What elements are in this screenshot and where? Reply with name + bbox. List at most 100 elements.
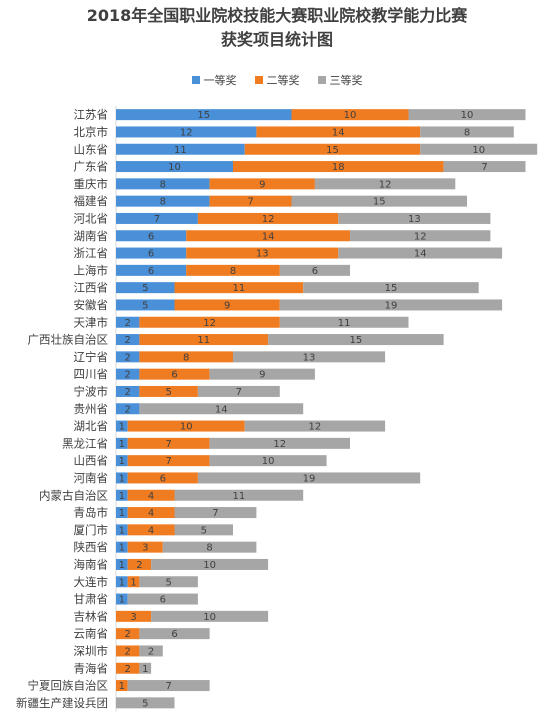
bar-segment-second [127,455,210,467]
bar-segment-third [338,247,503,259]
data-label-second: 8 [230,266,236,277]
bar-segment-third [279,264,350,276]
chart-title-line1: 2018年全国职业院校技能大赛职业院校教学能力比赛 [86,6,468,25]
legend-label-first: 一等奖 [203,74,237,87]
bar-segment-second [127,541,163,553]
bar-segment-second [186,264,280,276]
category-label: 浙江省 [74,246,109,260]
bar-segment-third [139,628,210,640]
category-label: 山东省 [74,142,109,156]
bar-segment-second [291,109,409,121]
data-label-first: 12 [180,127,193,138]
bar-segment-first [116,472,128,484]
data-label-second: 10 [344,110,357,121]
category-label: 吉林省 [74,609,109,623]
data-label-second: 7 [165,439,171,450]
data-label-second: 11 [232,283,245,294]
data-label-first: 1 [119,473,125,484]
legend-swatch-third [317,76,326,84]
data-label-third: 11 [232,491,245,502]
data-label-third: 15 [349,335,362,346]
category-label: 天津市 [74,315,109,329]
bar-segment-second [116,680,128,692]
data-label-second: 11 [197,335,210,346]
data-label-third: 6 [171,629,177,640]
bar-segment-first [116,558,128,570]
bar-segment-first [116,351,140,363]
category-label: 辽宁省 [74,350,109,364]
bar-segment-second [127,576,140,588]
bar-segment-third [139,576,198,588]
bar-segment-second [256,126,421,138]
bar-segment-first [116,282,175,294]
data-label-third: 14 [215,404,228,415]
bar-segment-first [116,541,128,553]
bar-segment-third [174,489,304,501]
data-label-second: 8 [183,352,189,363]
bar-segment-first [116,126,257,138]
category-label: 大连市 [74,575,109,589]
data-label-first: 2 [125,387,131,398]
data-label-third: 9 [259,370,265,381]
data-label-first: 7 [154,214,160,225]
category-label: 四川省 [74,367,109,381]
category-label: 河南省 [74,471,109,485]
data-label-third: 6 [160,595,166,606]
legend-label-second: 二等奖 [266,74,300,87]
data-label-third: 15 [385,283,398,294]
data-label-third: 5 [201,525,207,536]
data-label-third: 7 [212,508,218,519]
data-label-third: 12 [273,439,286,450]
bar-segment-second [186,247,339,259]
bar-segment-third [139,403,304,415]
category-label: 宁波市 [74,384,109,398]
bar-segment-second [139,316,280,328]
category-label: 贵州省 [74,402,109,416]
data-label-first: 11 [174,145,187,156]
data-label-third: 7 [165,681,171,692]
data-label-third: 6 [312,266,318,277]
bar-segment-second [139,385,198,397]
category-label: 福建省 [74,194,109,208]
data-label-third: 12 [414,231,427,242]
data-label-first: 10 [168,162,181,173]
category-label: 北京市 [74,125,109,139]
bar-segment-third [420,126,514,138]
category-label: 陕西省 [74,540,109,554]
bar-segment-first [116,385,140,397]
data-label-third: 13 [408,214,421,225]
data-label-second: 2 [125,629,131,640]
bar-segment-second [233,161,444,173]
data-label-second: 6 [171,370,177,381]
bar-segment-second [174,282,304,294]
data-label-second: 6 [160,473,166,484]
bar-segment-third [443,161,526,173]
category-label: 青海省 [74,661,109,675]
data-label-third: 8 [206,543,212,554]
bar-segment-first [116,212,198,224]
category-label: 深圳市 [74,644,109,658]
bar-segment-first [116,247,187,259]
bar-segment-second [116,645,140,657]
data-label-third: 5 [142,698,148,709]
data-label-first: 2 [125,370,131,381]
data-label-first: 2 [125,404,131,415]
data-label-second: 3 [142,543,148,554]
bar-segment-third [244,420,386,432]
chart-subtitle: 获奖项目统计图 [220,30,333,49]
bar-segment-second [174,299,280,311]
data-label-second: 12 [203,318,216,329]
data-label-second: 1 [130,577,136,588]
data-label-third: 10 [472,145,485,156]
bar-segment-third [116,697,175,709]
category-label: 海南省 [74,557,109,571]
bar-segment-first [116,489,128,501]
legend: 一等奖 二等奖 三等奖 [0,72,554,88]
data-label-second: 7 [165,456,171,467]
data-label-second: 7 [247,197,253,208]
category-label: 安徽省 [74,298,109,312]
bar-segment-third [279,316,409,328]
category-label: 青岛市 [74,506,109,520]
data-label-second: 10 [180,422,193,433]
data-label-third: 1 [142,664,148,675]
